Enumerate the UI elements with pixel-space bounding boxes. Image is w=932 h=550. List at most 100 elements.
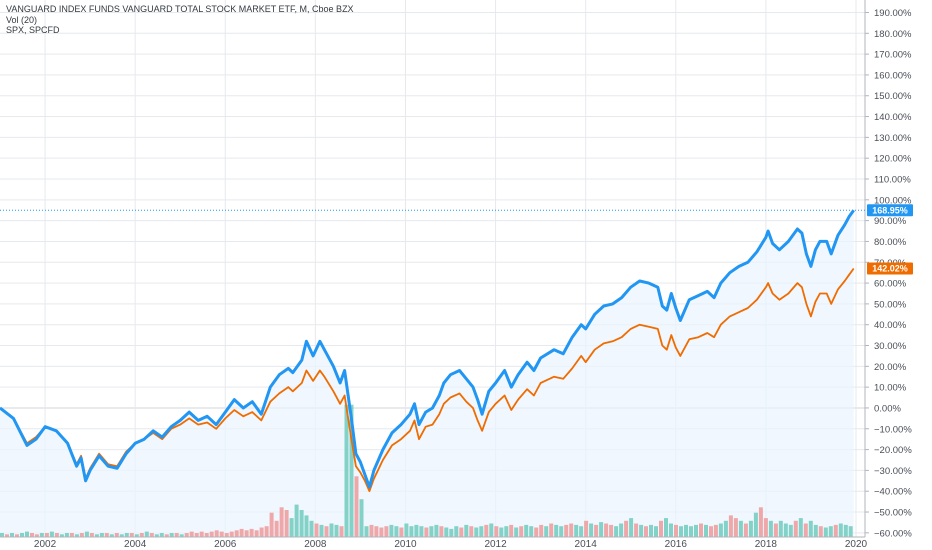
volume-bar bbox=[654, 526, 658, 537]
volume-bar bbox=[429, 526, 434, 537]
volume-bar bbox=[339, 526, 344, 537]
volume-bar bbox=[304, 515, 309, 537]
volume-bar bbox=[114, 533, 119, 538]
volume-bar bbox=[249, 528, 254, 537]
volume-bar bbox=[379, 527, 384, 537]
volume-bar bbox=[0, 533, 4, 538]
volume-bar bbox=[199, 531, 204, 537]
volume-bar bbox=[813, 524, 818, 538]
volume-bar bbox=[259, 527, 264, 537]
volume-bar bbox=[209, 531, 214, 537]
legend-compare-symbol: SPX, SPCFD bbox=[6, 25, 60, 35]
volume-bar bbox=[149, 533, 154, 538]
volume-bar bbox=[589, 523, 594, 537]
volume-bar bbox=[474, 527, 479, 537]
volume-bar bbox=[514, 527, 519, 537]
y-tick-label: 120.00% bbox=[874, 154, 912, 165]
vti-area bbox=[0, 210, 854, 537]
volume-bar bbox=[679, 526, 683, 537]
volume-bar bbox=[439, 526, 444, 537]
volume-bar bbox=[354, 476, 359, 538]
volume-bar bbox=[828, 526, 833, 537]
volume-bar bbox=[793, 520, 798, 537]
volume-bar bbox=[424, 527, 429, 537]
volume-bar bbox=[364, 526, 369, 537]
volume-bar bbox=[34, 534, 39, 537]
vti-price-label-bg bbox=[867, 204, 913, 217]
y-tick-label: 30.00% bbox=[874, 341, 907, 352]
y-tick-label: 90.00% bbox=[874, 216, 907, 227]
y-tick-label: 110.00% bbox=[874, 175, 911, 186]
volume-bar bbox=[159, 533, 164, 538]
volume-bar bbox=[574, 524, 579, 538]
volume-bar bbox=[539, 524, 544, 538]
volume-bar bbox=[773, 523, 778, 537]
x-tick-label: 2004 bbox=[124, 539, 147, 550]
volume-bar bbox=[838, 523, 843, 537]
volume-bar bbox=[374, 526, 379, 537]
volume-bar bbox=[10, 533, 14, 538]
volume-bar bbox=[788, 524, 793, 538]
y-tick-label: −10.00% bbox=[874, 424, 912, 435]
volume-bar bbox=[544, 526, 549, 537]
volume-bar bbox=[444, 527, 449, 537]
y-tick-label: 130.00% bbox=[874, 133, 912, 144]
volume-bar bbox=[818, 526, 823, 537]
y-tick-label: 180.00% bbox=[874, 29, 912, 40]
volume-bar bbox=[669, 523, 673, 537]
volume-bar bbox=[599, 522, 604, 537]
volume-bar bbox=[49, 531, 54, 537]
volume-bar bbox=[30, 533, 34, 538]
volume-bar bbox=[843, 524, 848, 538]
volume-bar bbox=[409, 526, 414, 537]
x-tick-label: 2018 bbox=[755, 539, 778, 550]
volume-bar bbox=[384, 526, 389, 537]
volume-bar bbox=[144, 531, 149, 537]
volume-bar bbox=[639, 524, 644, 538]
y-tick-label: 150.00% bbox=[874, 91, 912, 102]
volume-bar bbox=[564, 524, 569, 538]
volume-bar bbox=[579, 526, 584, 537]
volume-bar bbox=[269, 512, 274, 537]
volume-bars bbox=[0, 404, 853, 538]
volume-bar bbox=[604, 523, 609, 537]
volume-bar bbox=[254, 530, 259, 538]
volume-bar bbox=[119, 534, 124, 537]
x-tick-label: 2014 bbox=[575, 539, 598, 550]
volume-bar bbox=[808, 520, 813, 537]
volume-bar bbox=[94, 534, 99, 537]
volume-bar bbox=[279, 507, 284, 537]
volume-bar bbox=[629, 518, 634, 537]
volume-bar bbox=[823, 527, 828, 537]
volume-bar bbox=[219, 531, 224, 537]
volume-bar bbox=[634, 523, 639, 537]
series-lines bbox=[0, 209, 855, 493]
x-tick-label: 2002 bbox=[34, 539, 57, 550]
volume-bar bbox=[389, 524, 394, 538]
volume-bar bbox=[334, 524, 339, 538]
volume-bar bbox=[768, 520, 773, 537]
volume-bar bbox=[753, 512, 758, 537]
volume-bar bbox=[733, 518, 738, 537]
volume-bar bbox=[329, 523, 334, 537]
volume-bar bbox=[184, 533, 189, 538]
volume-bar bbox=[369, 524, 374, 538]
volume-bar bbox=[204, 533, 209, 538]
y-tick-label: 170.00% bbox=[874, 50, 912, 61]
volume-bar bbox=[399, 527, 404, 537]
volume-bar bbox=[309, 520, 314, 537]
volume-bar bbox=[134, 534, 139, 537]
legend-symbol-title: VANGUARD INDEX FUNDS VANGUARD TOTAL STOC… bbox=[6, 4, 354, 14]
volume-bar bbox=[549, 523, 554, 537]
volume-bar bbox=[289, 518, 294, 537]
volume-bar bbox=[704, 524, 708, 538]
y-tick-label: 0.00% bbox=[874, 403, 901, 414]
volume-bar bbox=[848, 526, 853, 537]
volume-bar bbox=[758, 507, 763, 537]
volume-bar bbox=[624, 520, 629, 537]
x-axis[interactable]: 2002 2004 2006 2008 2010 2012 2014 2016 2018 2020 bbox=[0, 536, 868, 550]
volume-bar bbox=[349, 404, 354, 537]
volume-bar bbox=[524, 524, 529, 538]
y-tick-label: 60.00% bbox=[874, 279, 907, 290]
